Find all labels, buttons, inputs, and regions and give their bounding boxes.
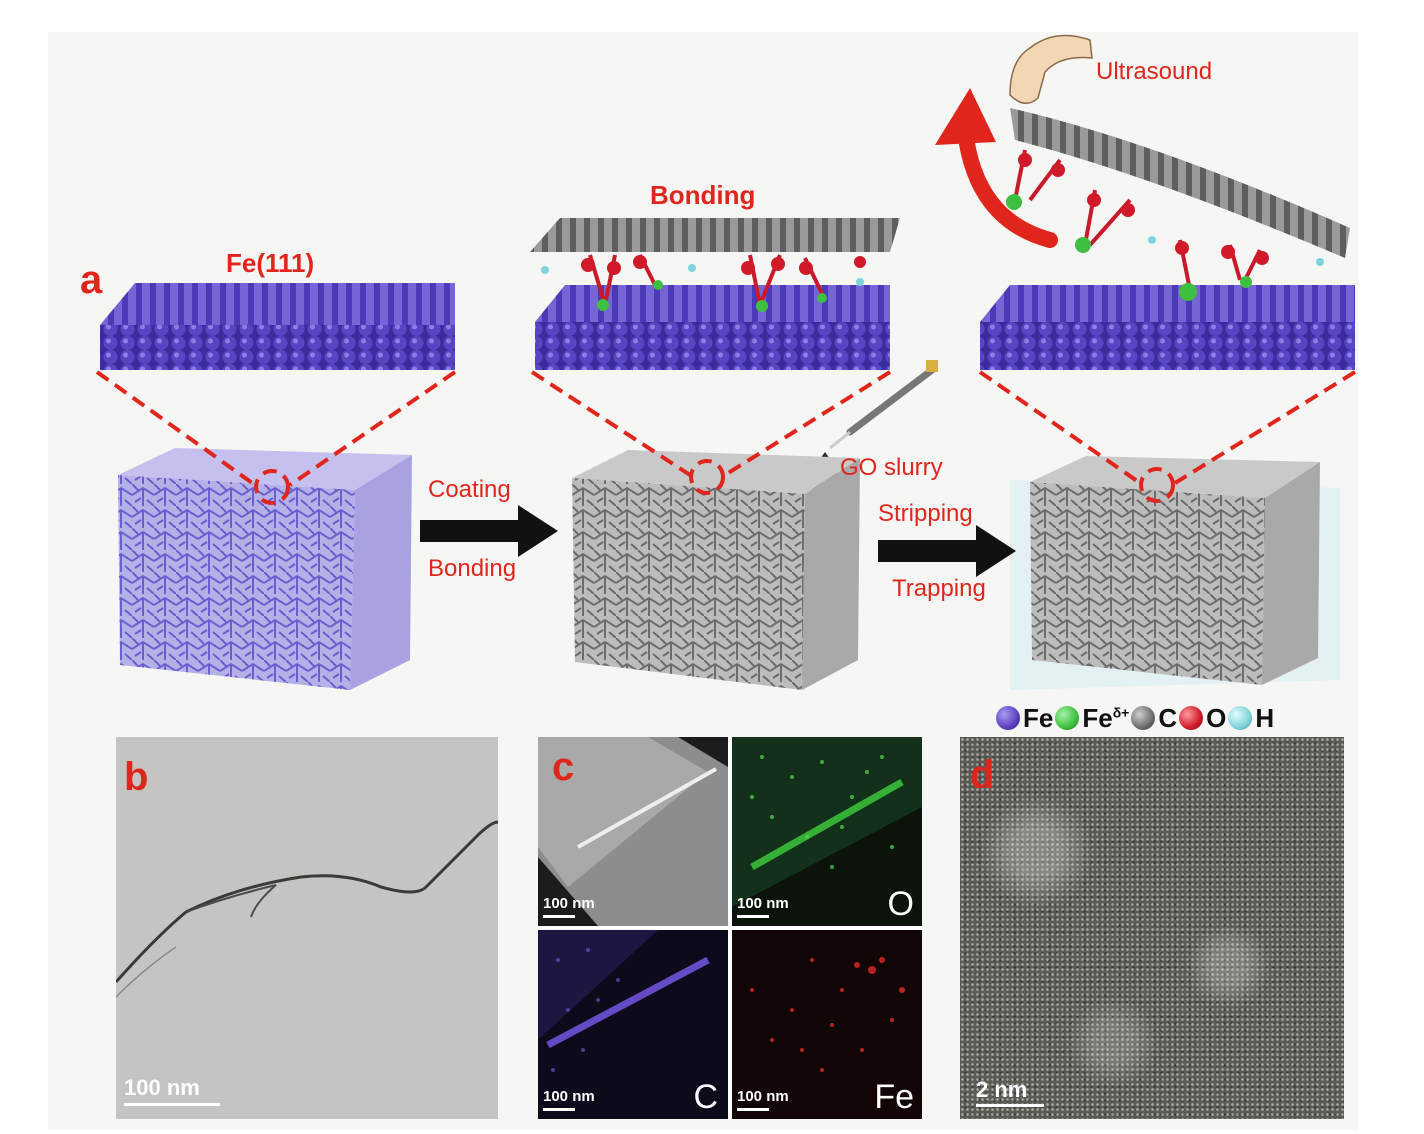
fe-delta-ball-icon xyxy=(1055,706,1080,730)
legend-item-c: C xyxy=(1131,703,1177,734)
scale-label: 100 nm xyxy=(737,1088,789,1105)
element-label-c: C xyxy=(693,1078,718,1116)
panel-a-letter: a xyxy=(80,258,103,302)
panel-c-tile-fe-map: 100 nm Fe xyxy=(732,930,922,1119)
element-label-o: O xyxy=(887,885,914,923)
fe111-slab-2 xyxy=(535,285,890,370)
o-ball-icon xyxy=(1179,706,1204,730)
label-ultrasound: Ultrasound xyxy=(1096,58,1213,85)
fe111-slab-1 xyxy=(100,283,455,370)
panel-d-hrtem-image: d 2 nm xyxy=(960,737,1344,1119)
panel-c-tile-haadf: 100 nm xyxy=(538,737,728,926)
tile-scalebar: 100 nm xyxy=(543,895,595,918)
arrow2-label-top: Stripping xyxy=(878,500,973,527)
legend-item-o: O xyxy=(1179,703,1226,734)
scale-bar-line xyxy=(976,1104,1044,1107)
arrow1-label-bottom: Bonding xyxy=(428,555,517,582)
panel-c-grid: 100 nm 100 nm O xyxy=(538,737,922,1119)
scale-bar-line xyxy=(543,1108,575,1111)
fe-foam-gray-trapped xyxy=(1010,456,1340,690)
panel-c-letter: c xyxy=(552,745,575,789)
fe-foam-gray xyxy=(572,450,860,690)
fe111-slab-3 xyxy=(980,285,1355,370)
pipette-icon xyxy=(829,360,938,450)
scale-bar-line xyxy=(543,915,575,918)
scale-bar-line xyxy=(124,1103,220,1106)
fe-ball-icon xyxy=(996,706,1020,730)
o-map-dots xyxy=(732,737,922,926)
label-bonding-top: Bonding xyxy=(650,180,756,210)
panel-d-letter: d xyxy=(970,753,995,797)
scale-label: 100 nm xyxy=(124,1075,200,1100)
panel-c-tile-o-map: 100 nm O xyxy=(732,737,922,926)
legend-item-fe-delta: Feδ+ xyxy=(1055,703,1129,734)
scale-label: 100 nm xyxy=(737,895,789,912)
label-fe111: Fe(111) xyxy=(226,248,315,278)
scale-bar-line xyxy=(737,915,769,918)
legend-label: O xyxy=(1206,702,1227,733)
tile-scalebar: 100 nm xyxy=(737,895,789,918)
legend-item-h: H xyxy=(1228,703,1274,734)
c-ball-icon xyxy=(1131,706,1156,730)
haadf-flake xyxy=(538,737,728,926)
arrow2-label-bottom: Trapping xyxy=(892,575,986,602)
fe-foam-blue xyxy=(118,448,412,690)
arrow1-label-top: Coating xyxy=(428,476,511,503)
panel-c-tile-c-map: 100 nm C xyxy=(538,930,728,1119)
graphene-sheet-2 xyxy=(530,218,900,312)
legend-label: H xyxy=(1255,702,1275,733)
element-label-fe: Fe xyxy=(874,1078,914,1116)
graphene-sheet-3 xyxy=(935,34,1350,301)
atom-legend: Fe Feδ+ C O H xyxy=(996,700,1276,736)
scale-label: 100 nm xyxy=(543,1088,595,1105)
process-arrows xyxy=(420,505,1016,577)
panel-b-scalebar: 100 nm xyxy=(124,1075,220,1106)
legend-item-fe: Fe xyxy=(996,703,1053,734)
panel-d-scalebar: 2 nm xyxy=(976,1077,1044,1107)
label-go-slurry: GO slurry xyxy=(840,454,943,481)
legend-label: Feδ+ xyxy=(1082,702,1130,733)
fe-map-dots xyxy=(732,930,922,1119)
scale-label: 100 nm xyxy=(543,895,595,912)
legend-label: C xyxy=(1158,702,1178,733)
h-ball-icon xyxy=(1228,706,1253,730)
c-map-dots xyxy=(538,930,728,1119)
zoom-guides xyxy=(95,370,1357,505)
panel-b-tem-image: b 100 nm xyxy=(116,737,498,1119)
tile-scalebar: 100 nm xyxy=(737,1088,789,1111)
scale-label: 2 nm xyxy=(976,1077,1028,1102)
legend-label: Fe xyxy=(1023,702,1054,733)
tem-flake-edge xyxy=(116,820,498,998)
tile-scalebar: 100 nm xyxy=(543,1088,595,1111)
panel-b-letter: b xyxy=(124,755,149,799)
scale-bar-line xyxy=(737,1108,769,1111)
panel-a-schematic xyxy=(95,34,1357,690)
